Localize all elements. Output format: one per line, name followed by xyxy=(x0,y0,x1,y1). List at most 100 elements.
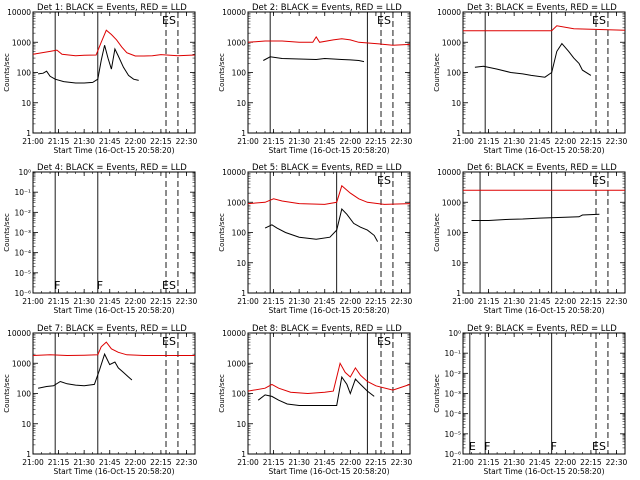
y-tick-label: 100 xyxy=(447,229,462,238)
y-tick-label: 10⁻² xyxy=(14,208,31,217)
y-tick-label: 100 xyxy=(232,229,247,238)
y-tick-label: 10 xyxy=(21,99,31,108)
y-tick-label: 100 xyxy=(232,69,247,78)
x-tick-label: 21:45 xyxy=(314,137,336,146)
x-tick-label: 22:30 xyxy=(606,137,628,146)
y-tick-label: 1000 xyxy=(227,198,246,207)
panel-title: Det 6: BLACK = Events, RED = LLD xyxy=(467,163,617,173)
y-tick-label: 10⁻¹ xyxy=(444,349,461,358)
x-tick-label: 21:15 xyxy=(263,137,285,146)
y-tick-label: 10000 xyxy=(437,8,461,17)
y-tick-label: 1 xyxy=(26,129,31,138)
x-tick-label: 21:00 xyxy=(22,137,44,146)
axis-frame xyxy=(32,332,196,455)
series-events-line xyxy=(471,213,600,221)
axis-frame xyxy=(247,11,411,134)
x-tick-label: 21:00 xyxy=(22,458,44,467)
flag-label: F xyxy=(97,279,103,292)
series-events-line xyxy=(264,207,379,242)
x-tick-label: 21:45 xyxy=(529,458,551,467)
dashed-label: ES xyxy=(592,174,606,187)
series-events-line xyxy=(38,352,133,389)
x-axis-label: Start Time (16-Oct-15 20:58:20) xyxy=(483,146,604,155)
series-lld-line xyxy=(247,184,411,205)
panel-det-6: Det 6: BLACK = Events, RED = LLD 21:00 21:… xyxy=(433,163,628,315)
y-tick-label: 10⁻⁶ xyxy=(14,289,31,298)
x-tick-label: 21:15 xyxy=(478,137,500,146)
x-tick-label: 21:45 xyxy=(99,297,121,306)
x-tick-label: 21:30 xyxy=(73,137,95,146)
x-tick-label: 22:00 xyxy=(340,297,362,306)
panel-det-1: Det 1: BLACK = Events, RED = LLD 21:00 21:… xyxy=(3,3,198,155)
panel-det-8: Det 8: BLACK = Events, RED = LLD 21:00 21:… xyxy=(218,324,413,476)
x-tick-label: 22:00 xyxy=(555,297,577,306)
x-tick-label: 22:15 xyxy=(365,297,387,306)
x-axis-label: Start Time (16-Oct-15 20:58:20) xyxy=(268,146,389,155)
series-lld-line xyxy=(247,361,411,395)
x-tick-label: 22:30 xyxy=(391,137,413,146)
x-tick-label: 21:30 xyxy=(288,137,310,146)
series-lld-line xyxy=(32,341,195,357)
x-tick-label: 22:00 xyxy=(125,458,147,467)
y-tick-label: 10 xyxy=(236,420,246,429)
x-axis-label: Start Time (16-Oct-15 20:58:20) xyxy=(268,306,389,315)
x-tick-label: 21:00 xyxy=(452,137,474,146)
x-tick-label: 21:00 xyxy=(237,297,259,306)
x-tick-label: 22:30 xyxy=(606,297,628,306)
x-axis-label: Start Time (16-Oct-15 20:58:20) xyxy=(483,467,604,476)
y-axis-label: Counts/sec xyxy=(218,374,226,413)
y-axis-label: Counts/sec xyxy=(218,213,226,252)
y-tick-label: 100 xyxy=(17,390,32,399)
x-tick-label: 22:00 xyxy=(555,137,577,146)
x-tick-label: 22:15 xyxy=(150,297,172,306)
x-tick-label: 21:15 xyxy=(478,297,500,306)
y-tick-label: 1 xyxy=(241,129,246,138)
y-tick-label: 1000 xyxy=(12,38,31,47)
panel-title: Det 4: BLACK = Events, RED = LLD xyxy=(37,163,187,173)
x-tick-label: 21:00 xyxy=(452,458,474,467)
flag-label: E xyxy=(469,440,476,453)
panel-title: Det 5: BLACK = Events, RED = LLD xyxy=(252,163,402,173)
y-tick-label: 1 xyxy=(456,129,461,138)
y-tick-label: 10 xyxy=(451,259,461,268)
x-axis-label: Start Time (16-Oct-15 20:58:20) xyxy=(53,146,174,155)
dashed-label: ES xyxy=(162,279,176,292)
y-tick-label: 100 xyxy=(232,390,247,399)
series-events-line xyxy=(474,42,592,78)
y-tick-label: 1000 xyxy=(227,38,246,47)
x-tick-label: 21:45 xyxy=(99,137,121,146)
x-tick-label: 22:30 xyxy=(176,297,198,306)
x-tick-label: 21:30 xyxy=(503,137,525,146)
x-tick-label: 21:30 xyxy=(73,458,95,467)
axis-frame xyxy=(247,171,411,294)
x-tick-label: 22:00 xyxy=(125,137,147,146)
y-tick-label: 10⁻² xyxy=(444,369,461,378)
x-tick-label: 21:15 xyxy=(263,458,285,467)
y-axis-label: Counts/sec xyxy=(3,374,11,413)
y-tick-label: 1000 xyxy=(227,359,246,368)
dashed-label: ES xyxy=(377,14,391,27)
x-tick-label: 22:00 xyxy=(555,458,577,467)
y-tick-label: 10000 xyxy=(7,8,31,17)
series-lld-line xyxy=(463,25,626,32)
x-tick-label: 21:45 xyxy=(529,137,551,146)
y-tick-label: 10⁻³ xyxy=(14,229,31,238)
panel-det-4: Det 4: BLACK = Events, RED = LLD 21:00 21:… xyxy=(3,163,198,315)
x-tick-label: 21:45 xyxy=(314,458,336,467)
x-tick-label: 21:30 xyxy=(503,458,525,467)
y-tick-label: 1 xyxy=(241,450,246,459)
y-tick-label: 1000 xyxy=(442,198,461,207)
dashed-label: ES xyxy=(162,335,176,348)
y-axis-label: Counts/sec xyxy=(433,53,441,92)
axis-frame xyxy=(462,332,626,455)
y-tick-label: 10⁻¹ xyxy=(14,188,31,197)
x-tick-label: 21:15 xyxy=(48,137,70,146)
dashed-label: ES xyxy=(592,14,606,27)
panel-title: Det 1: BLACK = Events, RED = LLD xyxy=(37,3,187,13)
y-tick-label: 10⁻⁵ xyxy=(14,269,31,278)
x-tick-label: 22:30 xyxy=(606,458,628,467)
y-axis-label: Counts/sec xyxy=(3,53,11,92)
y-tick-label: 10⁰ xyxy=(448,329,461,338)
series-lld-line xyxy=(247,35,411,46)
flag-label: F xyxy=(484,440,490,453)
